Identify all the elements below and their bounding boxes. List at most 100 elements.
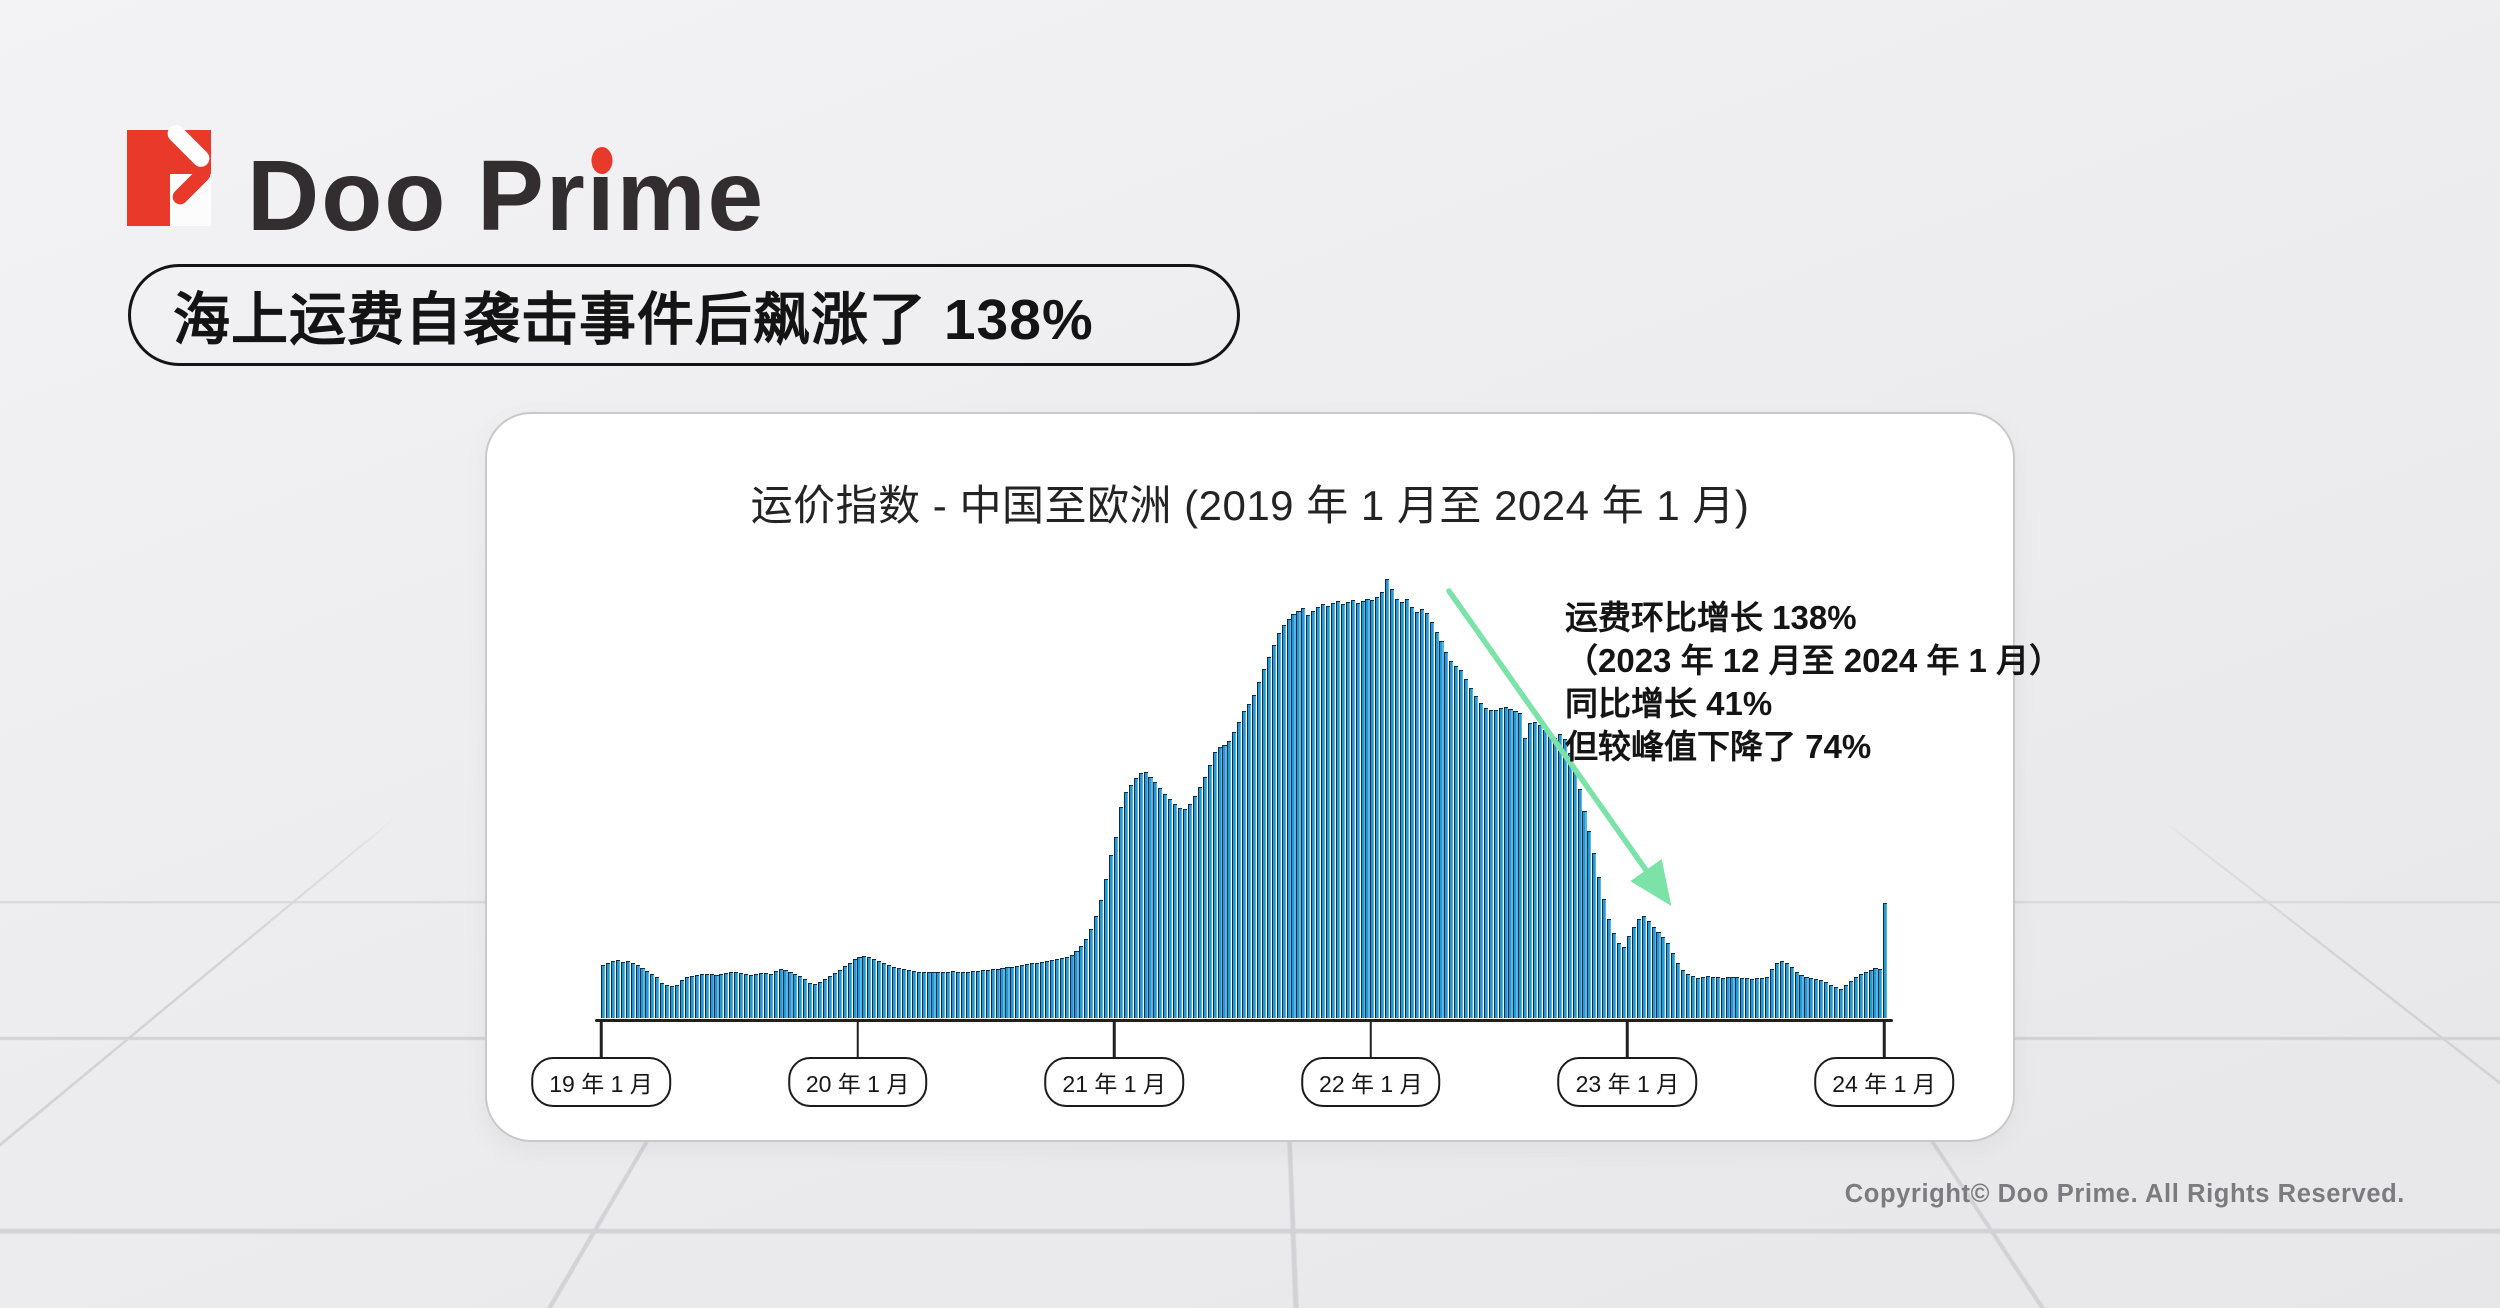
bar bbox=[1464, 679, 1469, 1018]
bar bbox=[1242, 711, 1247, 1018]
headline-text: 海上运费自袭击事件后飙涨了 138% bbox=[173, 288, 1094, 352]
bar bbox=[906, 970, 911, 1018]
bar bbox=[1025, 964, 1030, 1018]
bar bbox=[1829, 985, 1834, 1018]
bar bbox=[1158, 788, 1163, 1018]
bar bbox=[1483, 708, 1488, 1018]
bar bbox=[778, 968, 783, 1018]
bar bbox=[1039, 961, 1045, 1018]
bar bbox=[1493, 710, 1498, 1018]
bar bbox=[1173, 804, 1178, 1018]
bar bbox=[1636, 919, 1641, 1018]
bar bbox=[670, 986, 675, 1018]
bar bbox=[867, 957, 872, 1018]
bar bbox=[1099, 900, 1104, 1018]
bar bbox=[1064, 956, 1069, 1018]
bar bbox=[1651, 927, 1656, 1018]
bar bbox=[1261, 669, 1266, 1018]
bar bbox=[1074, 951, 1079, 1018]
bar bbox=[1434, 632, 1439, 1018]
bar bbox=[1271, 645, 1276, 1018]
bar bbox=[1513, 711, 1518, 1018]
copyright-text: Copyright© Doo Prime. All Rights Reserve… bbox=[1844, 1180, 2405, 1208]
bar bbox=[610, 960, 615, 1018]
bar bbox=[1873, 968, 1878, 1018]
bar bbox=[1030, 963, 1035, 1018]
bar bbox=[837, 969, 842, 1018]
bar bbox=[1760, 977, 1765, 1018]
bar bbox=[1779, 961, 1784, 1018]
bar bbox=[1266, 657, 1271, 1018]
bar bbox=[1424, 613, 1429, 1018]
bar bbox=[655, 977, 660, 1018]
bar bbox=[1335, 601, 1340, 1018]
bar bbox=[620, 961, 625, 1018]
x-tick-label: 23 年 1 月 bbox=[1557, 1057, 1698, 1107]
bar bbox=[901, 969, 906, 1018]
bar bbox=[1715, 977, 1720, 1018]
bar bbox=[630, 962, 635, 1018]
bar bbox=[1819, 980, 1824, 1018]
chart-title: 运价指数 - 中国至欧洲 (2019 年 1 月至 2024 年 1 月) bbox=[750, 482, 1750, 529]
bar bbox=[1824, 982, 1829, 1018]
bar bbox=[1878, 969, 1883, 1018]
bar bbox=[808, 982, 813, 1018]
bar bbox=[1459, 670, 1464, 1018]
bar bbox=[1054, 959, 1059, 1018]
bar bbox=[1059, 958, 1064, 1018]
bar bbox=[650, 974, 655, 1018]
bar bbox=[1454, 666, 1459, 1018]
bar bbox=[1128, 785, 1133, 1018]
bar bbox=[1478, 703, 1483, 1018]
bar bbox=[679, 979, 684, 1018]
bar bbox=[1612, 933, 1617, 1018]
bar bbox=[1010, 966, 1015, 1018]
bar bbox=[689, 975, 694, 1018]
bar bbox=[1350, 600, 1355, 1018]
chart-annotation: 运费环比增长 138% （2023 年 12 月至 2024 年 1 月） 同比… bbox=[1565, 596, 2062, 768]
bar bbox=[1883, 903, 1888, 1018]
brand-logo: Doo Prıme bbox=[127, 121, 766, 252]
bar bbox=[1626, 936, 1631, 1018]
bar bbox=[941, 972, 946, 1018]
bar bbox=[936, 972, 941, 1018]
bar bbox=[1222, 745, 1227, 1018]
bar bbox=[1163, 794, 1168, 1018]
brand-name: Doo Prıme bbox=[247, 140, 766, 252]
bar bbox=[1809, 978, 1814, 1018]
bar bbox=[1409, 607, 1414, 1018]
bar bbox=[1799, 975, 1804, 1018]
headline-badge: 海上运费自袭击事件后飙涨了 138% bbox=[128, 264, 1240, 366]
bar bbox=[1360, 601, 1365, 1018]
bar bbox=[1375, 597, 1380, 1018]
bar bbox=[1602, 899, 1607, 1018]
x-axis-tick bbox=[599, 1022, 603, 1057]
bar bbox=[753, 973, 758, 1018]
bar bbox=[1804, 977, 1809, 1018]
bar bbox=[1439, 641, 1444, 1018]
bar bbox=[665, 985, 670, 1018]
bar bbox=[783, 970, 788, 1018]
bar bbox=[1848, 981, 1853, 1018]
bar bbox=[1838, 988, 1844, 1018]
bar bbox=[1473, 696, 1479, 1018]
bar bbox=[1153, 782, 1158, 1018]
bar bbox=[1094, 916, 1099, 1018]
bar bbox=[1321, 604, 1326, 1018]
bar bbox=[1281, 625, 1286, 1018]
bar bbox=[1562, 739, 1567, 1018]
bar bbox=[1414, 612, 1419, 1018]
bar bbox=[1138, 773, 1143, 1018]
bar bbox=[946, 971, 951, 1018]
bar bbox=[1178, 808, 1183, 1018]
bar bbox=[1291, 614, 1296, 1018]
x-axis-tick bbox=[1369, 1022, 1373, 1057]
bar bbox=[1429, 622, 1434, 1018]
bar bbox=[985, 969, 990, 1018]
bar bbox=[1000, 968, 1005, 1018]
bar bbox=[1197, 787, 1202, 1018]
annotation-line: 但较峰值下降了 74% bbox=[1565, 728, 1872, 765]
bar bbox=[1380, 592, 1385, 1018]
bar bbox=[763, 973, 768, 1018]
annotation-line: 同比增长 41% bbox=[1565, 685, 1773, 722]
